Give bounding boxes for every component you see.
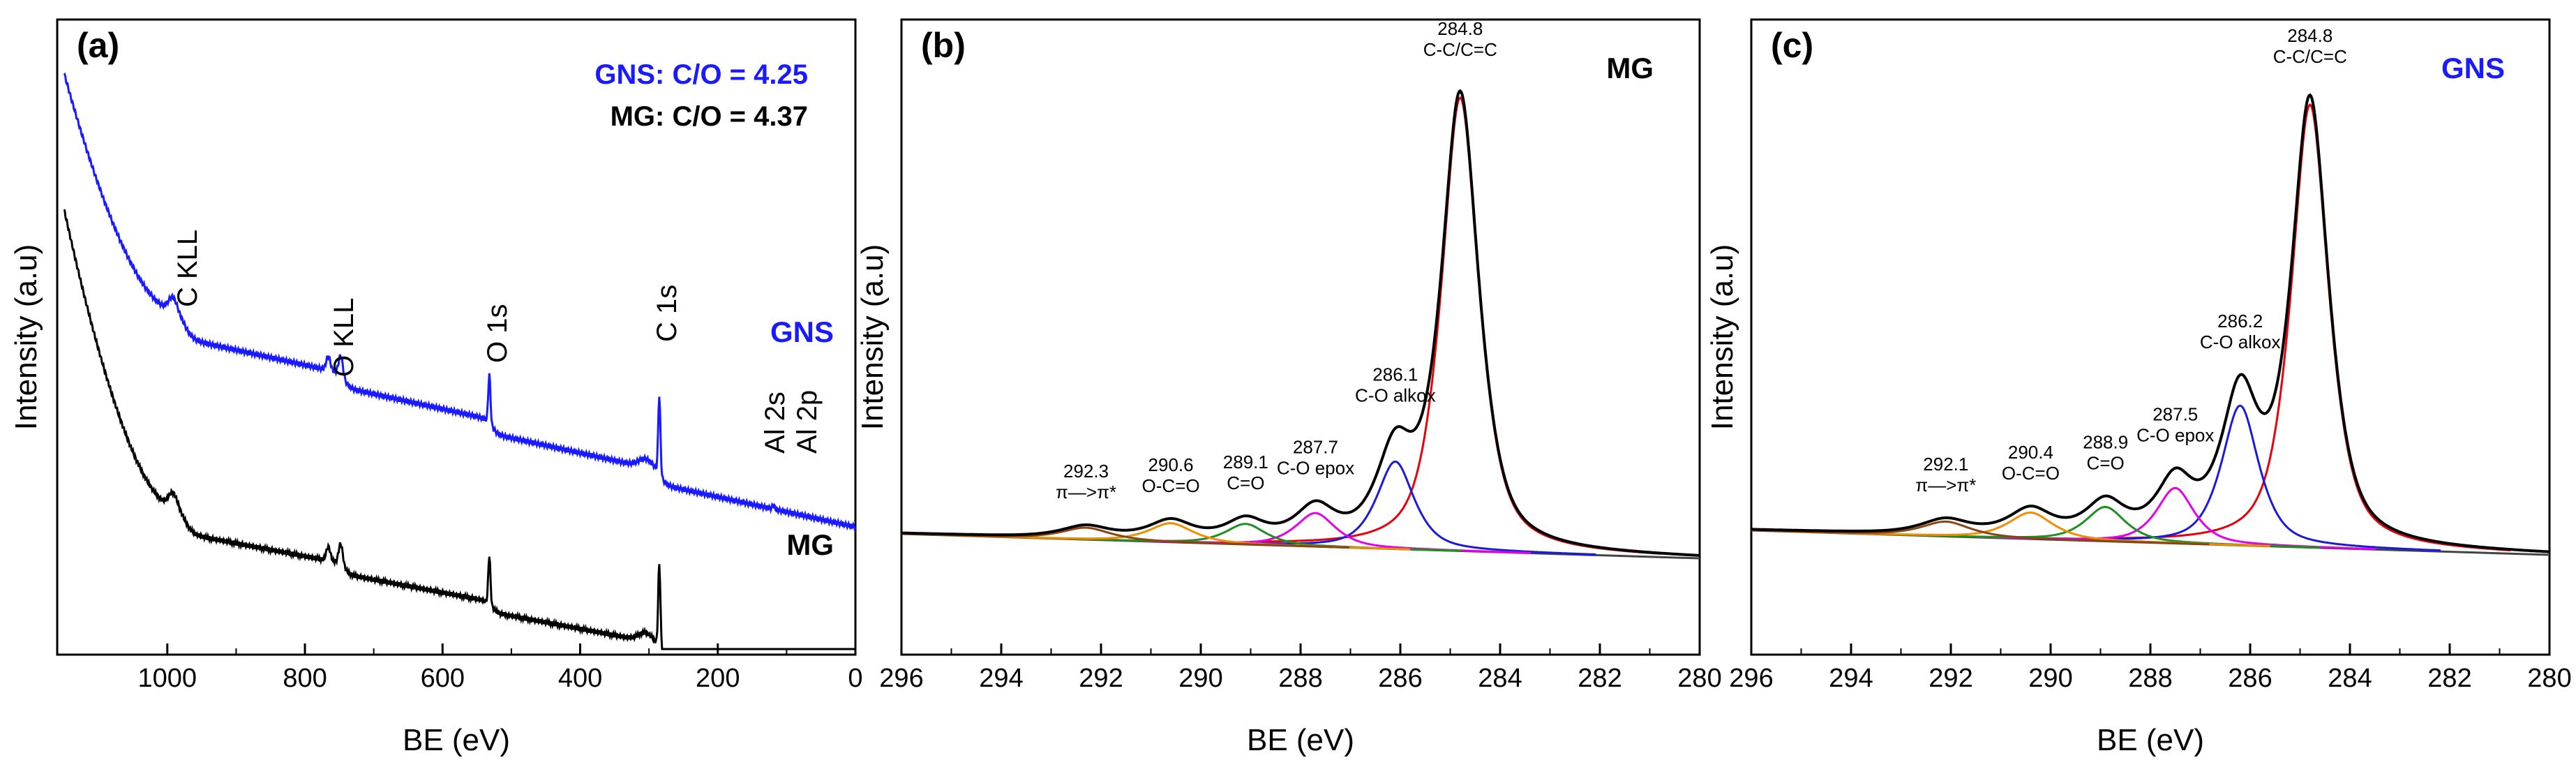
panel-a-frame xyxy=(56,18,857,656)
component-value-label: 287.7 xyxy=(1293,436,1338,457)
x-tick-label: 286 xyxy=(2228,664,2272,693)
peak-label-o-1s: O 1s xyxy=(482,304,513,363)
panel-c-x-title: BE (eV) xyxy=(2097,723,2204,757)
x-tick-label: 280 xyxy=(2527,664,2571,693)
panel-b-label: (b) xyxy=(921,26,966,65)
x-tick-label: 290 xyxy=(2028,664,2072,693)
x-tick-label: 284 xyxy=(1478,664,1522,693)
panel-b-curves xyxy=(901,89,1700,560)
component-name-label: C-O epox xyxy=(1277,457,1354,478)
x-tick-label: 400 xyxy=(558,664,602,693)
x-tick-label: 288 xyxy=(1278,664,1322,693)
panel-c-curves xyxy=(1751,93,2550,556)
component-value-label: 286.1 xyxy=(1372,364,1418,385)
panel-a-x-axis: 1000 800 600 400 200 0 xyxy=(138,643,863,693)
series-line-mg xyxy=(63,209,855,650)
x-tick-label: 294 xyxy=(979,664,1023,693)
panel-b-frame xyxy=(900,18,1701,656)
panel-a-y-title: Intensity (a.u) xyxy=(9,244,43,431)
panel-b-x-title: BE (eV) xyxy=(1247,723,1354,757)
component-value-label: 290.6 xyxy=(1148,454,1194,475)
panel-c-frame xyxy=(1750,18,2551,656)
component-name-label: C-O alkox xyxy=(2200,332,2281,352)
x-tick-label: 286 xyxy=(1378,664,1422,693)
x-tick-label: 294 xyxy=(1829,664,1873,693)
x-tick-label: 282 xyxy=(1578,664,1622,693)
x-tick-label: 284 xyxy=(2328,664,2372,693)
peak-label-al-2s: Al 2s xyxy=(760,392,791,454)
panel-a-x-title: BE (eV) xyxy=(403,723,510,757)
x-tick-label: 292 xyxy=(1079,664,1123,693)
x-tick-label: 280 xyxy=(1677,664,1721,693)
component-name-label: C-O alkox xyxy=(1355,385,1436,406)
component-name-label: O-C=O xyxy=(2002,463,2060,484)
envelope-line xyxy=(901,89,1700,557)
component-value-label: 289.1 xyxy=(1223,452,1268,472)
component-value-label: 292.3 xyxy=(1063,461,1109,482)
x-tick-label: 1000 xyxy=(138,664,197,693)
panel-c-label: (c) xyxy=(1771,26,1813,65)
x-tick-label: 292 xyxy=(1929,664,1972,693)
component-name-label: C-O epox xyxy=(2136,425,2214,446)
component-value-label: 292.1 xyxy=(1923,454,1968,475)
panel-c-x-axis: 296 294 292 290 288 286 284 282 280 xyxy=(1729,643,2572,693)
x-tick-label: 200 xyxy=(696,664,740,693)
panel-b-y-title: Intensity (a.u) xyxy=(855,244,890,431)
component-value-label: 284.8 xyxy=(2287,25,2332,46)
peak-label-c-1s: C 1s xyxy=(652,285,682,342)
mg-ratio-label: MG: C/O = 4.37 xyxy=(611,101,808,132)
envelope-line xyxy=(1751,93,2549,553)
x-tick-label: 296 xyxy=(1729,664,1773,693)
panel-c-sample-label: GNS xyxy=(2441,52,2505,84)
panel-b-component-labels: 284.8C-C/C=C 286.1C-O alkox 287.7C-O epox 2… xyxy=(1056,18,1497,502)
component-name-label: C-C/C=C xyxy=(1423,39,1497,60)
component-peak xyxy=(1259,96,1661,555)
panel-c-gns-c1s: 284.8C-C/C=C 286.2C-O alkox 287.5C-O epox 2… xyxy=(1705,18,2572,757)
component-value-label: 288.9 xyxy=(2083,432,2128,453)
component-peak xyxy=(2109,103,2511,551)
x-tick-label: 0 xyxy=(848,664,862,693)
component-name-label: π—>π* xyxy=(1056,482,1116,502)
x-tick-label: 282 xyxy=(2427,664,2471,693)
series-line-gns xyxy=(63,72,857,533)
component-value-label: 290.4 xyxy=(2008,442,2053,463)
peak-label-al-2p: Al 2p xyxy=(792,390,823,454)
component-name-label: O-C=O xyxy=(1142,475,1200,496)
component-name-label: C=O xyxy=(1227,472,1264,493)
x-tick-label: 290 xyxy=(1178,664,1222,693)
component-name-label: C-C/C=C xyxy=(2273,46,2347,67)
panel-b-x-axis: 296 294 292 290 288 286 284 282 280 xyxy=(879,643,1722,693)
panel-b-sample-label: MG xyxy=(1606,52,1654,84)
x-tick-label: 296 xyxy=(879,664,923,693)
x-tick-label: 288 xyxy=(2128,664,2172,693)
component-name-label: C=O xyxy=(2087,453,2125,474)
gns-series-label: GNS xyxy=(770,315,834,348)
component-value-label: 287.5 xyxy=(2152,404,2198,425)
component-value-label: 286.2 xyxy=(2217,311,2263,332)
component-peak xyxy=(2039,404,2441,552)
mg-series-label: MG xyxy=(786,528,834,561)
panel-b-mg-c1s: 284.8C-C/C=C 286.1C-O alkox 287.7C-O epox 2… xyxy=(855,18,1722,757)
x-tick-label: 600 xyxy=(421,664,465,693)
x-tick-label: 800 xyxy=(283,664,327,693)
gns-ratio-label: GNS: C/O = 4.25 xyxy=(594,59,808,90)
component-value-label: 284.8 xyxy=(1437,18,1483,39)
panel-c-y-title: Intensity (a.u) xyxy=(1705,244,1739,431)
panel-a-label: (a) xyxy=(77,26,119,65)
panel-c-component-labels: 284.8C-C/C=C 286.2C-O alkox 287.5C-O epox 2… xyxy=(1915,25,2347,496)
peak-label-c-kll: C KLL xyxy=(172,230,203,307)
peak-label-o-kll: O KLL xyxy=(329,298,359,377)
panel-a-curves xyxy=(63,72,857,650)
component-name-label: π—>π* xyxy=(1915,475,1976,496)
panel-a-survey: 1000 800 600 400 200 0 (a) GNS: C/O = 4.25 MG… xyxy=(9,18,863,757)
